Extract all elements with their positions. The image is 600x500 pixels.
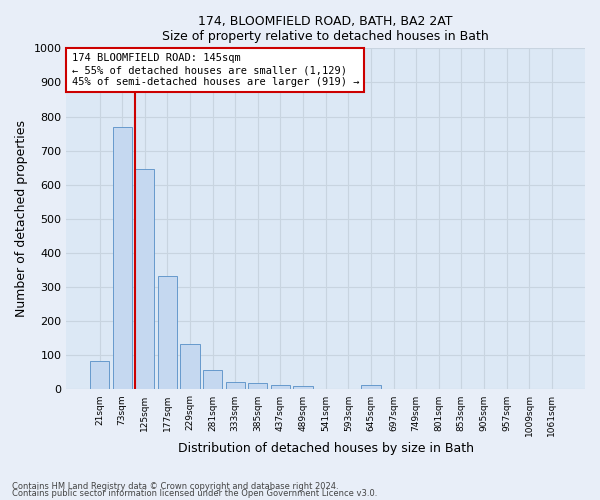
Bar (361, 386, 380, 390)
Text: 174 BLOOMFIELD ROAD: 145sqm
← 55% of detached houses are smaller (1,129)
45% of : 174 BLOOMFIELD ROAD: 145sqm ← 55% of det… (71, 54, 359, 86)
X-axis label: Distribution of detached houses by size in Bath: Distribution of detached houses by size … (178, 442, 474, 455)
Bar (248, 382, 268, 390)
Bar (181, 344, 200, 390)
Bar (293, 386, 313, 390)
Bar (90, 361, 109, 390)
Bar (135, 170, 154, 390)
Bar (158, 276, 177, 390)
Y-axis label: Number of detached properties: Number of detached properties (15, 120, 28, 318)
Bar (203, 370, 222, 390)
Bar (271, 385, 290, 390)
Text: Contains HM Land Registry data © Crown copyright and database right 2024.: Contains HM Land Registry data © Crown c… (12, 482, 338, 491)
Title: 174, BLOOMFIELD ROAD, BATH, BA2 2AT
Size of property relative to detached houses: 174, BLOOMFIELD ROAD, BATH, BA2 2AT Size… (163, 15, 489, 43)
Bar (113, 127, 132, 390)
Text: Contains public sector information licensed under the Open Government Licence v3: Contains public sector information licen… (12, 489, 377, 498)
Bar (226, 382, 245, 390)
